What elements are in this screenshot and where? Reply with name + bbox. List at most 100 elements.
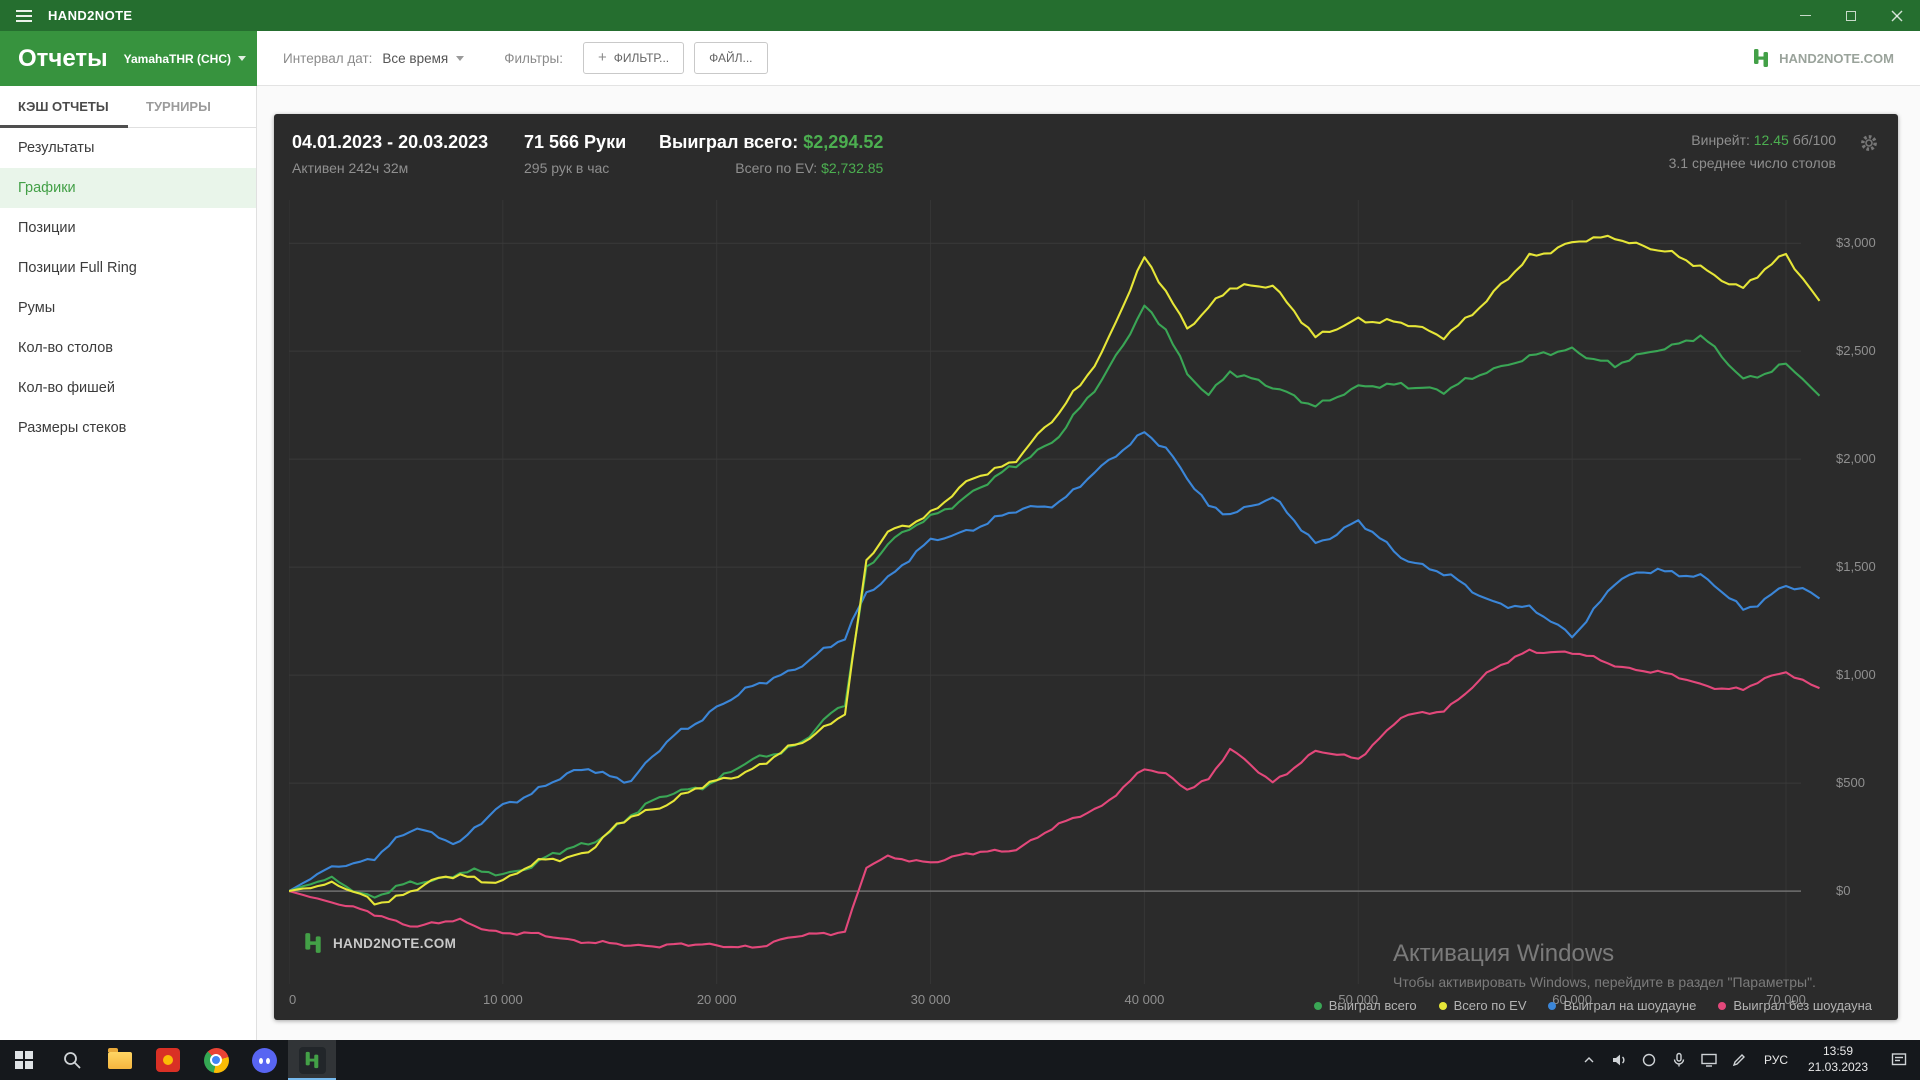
discord-button[interactable] <box>240 1040 288 1080</box>
start-button[interactable] <box>0 1040 48 1080</box>
chart-logo-text: HAND2NOTE.COM <box>333 935 457 951</box>
chrome-button[interactable] <box>192 1040 240 1080</box>
hands-count: 71 566 Руки <box>524 132 627 152</box>
date-interval-select[interactable]: Все время <box>382 51 465 66</box>
file-explorer-button[interactable] <box>96 1040 144 1080</box>
legend-item[interactable]: Всего по EV <box>1438 998 1527 1013</box>
action-center-button[interactable] <box>1878 1040 1920 1080</box>
x-axis-labels: 0 10 000 20 000 30 000 40 000 50 000 60 000 70 … <box>289 992 1824 1008</box>
active-time: Активен 242ч 32м <box>292 160 409 176</box>
sidebar: КЭШ ОТЧЕТЫ ТУРНИРЫ Результаты Графики Позиц… <box>0 86 257 1040</box>
x-tick-label: 40 000 <box>1124 992 1165 1007</box>
volume-button[interactable] <box>1604 1040 1634 1080</box>
player-selector[interactable]: YamahaTHR (CHC) <box>124 52 246 66</box>
ev-total-value: $2,732.85 <box>821 160 884 176</box>
winrate-units: бб/100 <box>1792 132 1836 148</box>
sidebar-item[interactable]: Позиции <box>18 220 76 236</box>
x-tick-label: 20 000 <box>696 992 737 1007</box>
pen-icon <box>1732 1054 1745 1067</box>
titlebar: HAND2NOTE <box>0 0 1920 31</box>
x-tick-label: 10 000 <box>482 992 523 1007</box>
legend-item[interactable]: Выиграл без шоудауна <box>1718 998 1872 1013</box>
series-line-ev-total <box>289 234 1821 906</box>
legend-dot-icon <box>1438 1001 1447 1010</box>
legend-item[interactable]: Выиграл всего <box>1313 998 1417 1013</box>
legend-label: Всего по EV <box>1453 998 1527 1013</box>
chrome-icon <box>203 1047 229 1073</box>
network-button[interactable] <box>1694 1040 1724 1080</box>
series-line-won-total <box>289 304 1821 899</box>
chart-panel: 04.01.2023 - 20.03.2023 Активен 242ч 32м… <box>274 114 1898 1020</box>
legend-label: Выиграл всего <box>1328 998 1417 1013</box>
gear-icon <box>1861 135 1877 151</box>
y-axis-labels: $0 $500 $1,000 $1,500 $2,000 $2,500 $3,000 <box>1832 200 1894 984</box>
winrate-label: Винрейт: <box>1691 132 1750 148</box>
x-tick-label: 0 <box>289 992 297 1007</box>
network-icon <box>1701 1053 1717 1067</box>
legend-dot-icon <box>1718 1001 1727 1010</box>
hand2note-icon <box>305 933 321 953</box>
windows-logo-icon <box>15 1051 33 1069</box>
minimize-button[interactable] <box>1782 0 1828 31</box>
legend-dot-icon <box>1548 1001 1557 1010</box>
y-tick-label: $500 <box>1836 775 1865 791</box>
sidebar-item[interactable]: Результаты <box>18 140 95 156</box>
y-tick-label: $0 <box>1836 883 1851 899</box>
search-button[interactable] <box>48 1040 96 1080</box>
stat-date-range-block: 04.01.2023 - 20.03.2023 Активен 242ч 32м <box>292 132 488 176</box>
file-button[interactable]: ФАЙЛ... <box>694 42 768 74</box>
stat-winnings-block: Выиграл всего: $2,294.52 Всего по EV: $2… <box>659 132 883 176</box>
sidebar-item[interactable]: Графики <box>0 168 256 208</box>
toolbar: Интервал дат: Все время Фильтры: + ФИЛЬТ… <box>257 31 1920 86</box>
chart-legend: Выиграл всего Всего по EV Выиграл на шоуда… <box>1313 998 1872 1013</box>
series-line-won-showdown <box>289 431 1821 893</box>
sidebar-tab[interactable]: ТУРНИРЫ <box>146 99 211 114</box>
taskbar: РУС 13:59 21.03.2023 <box>0 1040 1920 1080</box>
window-title: HAND2NOTE <box>48 8 133 23</box>
player-name: YamahaTHR (CHC) <box>123 51 231 66</box>
close-button[interactable] <box>1874 0 1920 31</box>
taskbar-clock[interactable]: 13:59 21.03.2023 <box>1798 1040 1878 1080</box>
x-tick-label: 60 000 <box>1552 992 1593 1007</box>
stat-winrate-block: Винрейт: 12.45 бб/100 3.1 среднее число … <box>1669 132 1836 171</box>
y-tick-label: $2,000 <box>1836 451 1876 467</box>
y-tick-label: $1,500 <box>1836 559 1876 575</box>
sidebar-items: Результаты Графики Позиции Позиции Full Rin… <box>0 128 256 448</box>
sidebar-tabs: КЭШ ОТЧЕТЫ ТУРНИРЫ <box>0 86 256 128</box>
sidebar-item[interactable]: Позиции Full Ring <box>18 260 137 276</box>
y-tick-label: $1,000 <box>1836 667 1876 683</box>
app-icon <box>156 1048 180 1072</box>
graph-canvas <box>289 200 1821 984</box>
date-range: 04.01.2023 - 20.03.2023 <box>292 132 489 152</box>
language-indicator[interactable]: РУС <box>1763 1053 1789 1067</box>
sidebar-item[interactable]: Румы <box>18 300 56 316</box>
winrate-value: 12.45 <box>1753 132 1789 148</box>
y-tick-label: $3,000 <box>1836 235 1876 251</box>
chart-settings-button[interactable] <box>1856 130 1882 156</box>
brand-logo: HAND2NOTE.COM <box>1751 48 1894 68</box>
page-title: Отчеты <box>18 44 108 72</box>
sidebar-item[interactable]: Кол-во фишей <box>18 380 115 396</box>
x-tick-label: 70 000 <box>1766 992 1806 1007</box>
equity-graph[interactable] <box>289 200 1824 984</box>
tray-expand-button[interactable] <box>1574 1040 1604 1080</box>
clock-date: 21.03.2023 <box>1807 1060 1869 1074</box>
menu-icon[interactable] <box>0 0 48 31</box>
pinned-app-button[interactable] <box>144 1040 192 1080</box>
y-tick-label: $2,500 <box>1836 343 1876 359</box>
add-filter-button[interactable]: + ФИЛЬТР... <box>583 42 685 74</box>
legend-item[interactable]: Выиграл на шоудауне <box>1548 998 1696 1013</box>
tray-app-button[interactable] <box>1634 1040 1664 1080</box>
legend-dot-icon <box>1313 1001 1322 1010</box>
sidebar-tab[interactable]: КЭШ ОТЧЕТЫ <box>0 86 128 128</box>
microphone-icon <box>1673 1052 1685 1067</box>
microphone-button[interactable] <box>1664 1040 1694 1080</box>
pen-button[interactable] <box>1724 1040 1754 1080</box>
chart-watermark-logo: HAND2NOTE.COM <box>302 932 456 954</box>
sidebar-item[interactable]: Размеры стеков <box>18 420 127 436</box>
maximize-button[interactable] <box>1828 0 1874 31</box>
sidebar-item[interactable]: Кол-во столов <box>18 340 113 356</box>
legend-label: Выиграл без шоудауна <box>1733 998 1872 1013</box>
discord-icon <box>251 1047 277 1073</box>
hand2note-taskbar-button[interactable] <box>288 1040 336 1080</box>
